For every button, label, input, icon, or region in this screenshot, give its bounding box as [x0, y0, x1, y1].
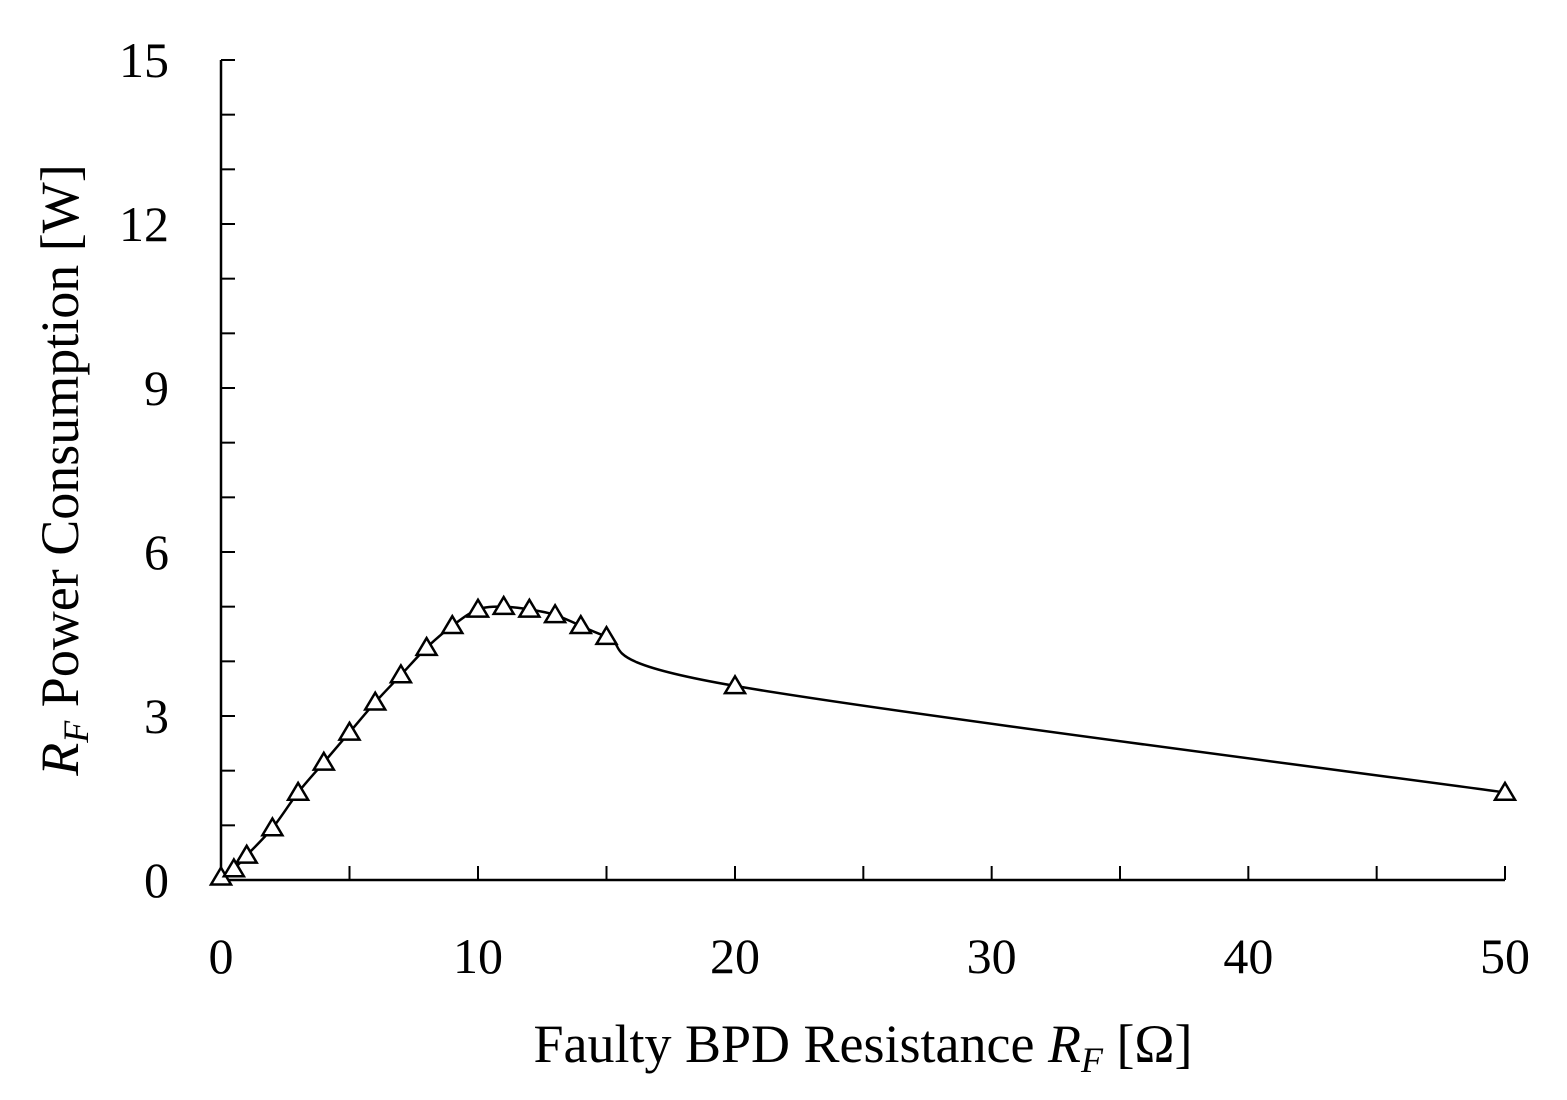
data-point-marker — [722, 673, 748, 695]
x-tick-label: 50 — [1480, 928, 1530, 984]
data-point-marker — [234, 843, 259, 864]
y-axis-title: RF Power Consumption [W] — [30, 164, 96, 776]
x-tick-label: 20 — [710, 928, 760, 984]
data-point-marker — [568, 613, 593, 635]
y-tick-label: 0 — [144, 852, 169, 908]
data-point-marker — [465, 597, 491, 618]
data-point-marker — [285, 780, 311, 801]
data-point-marker — [491, 594, 516, 616]
x-tick-label: 0 — [209, 928, 234, 984]
data-point-marker — [388, 662, 414, 684]
x-tick-label: 10 — [453, 928, 503, 984]
y-tick-label: 9 — [144, 360, 169, 416]
x-axis-title: Faulty BPD Resistance RF [Ω] — [533, 1014, 1192, 1080]
data-point-marker — [337, 720, 362, 741]
series-line — [220, 605, 1506, 879]
data-point-marker — [594, 624, 619, 646]
plot-area: 0 3 6 9 12 15 0 10 20 30 40 50 — [119, 32, 1530, 984]
data-point-marker — [1492, 780, 1518, 801]
data-point-marker — [311, 750, 336, 771]
data-point-marker — [221, 857, 247, 878]
series-markers — [208, 594, 1518, 886]
y-tick-label: 6 — [144, 524, 169, 580]
data-point-marker — [517, 597, 542, 618]
data-point-marker — [363, 690, 388, 711]
y-ticks: 0 3 6 9 12 15 — [119, 32, 235, 908]
y-tick-label: 3 — [144, 688, 169, 744]
data-point-marker — [440, 613, 465, 635]
x-tick-label: 40 — [1223, 928, 1273, 984]
y-tick-label: 12 — [119, 196, 169, 252]
x-ticks: 0 10 20 30 40 50 — [209, 866, 1530, 984]
data-point-marker — [260, 816, 285, 837]
data-point-marker — [542, 602, 568, 624]
data-point-marker — [414, 635, 439, 657]
y-tick-label: 15 — [119, 32, 169, 88]
x-tick-label: 30 — [967, 928, 1017, 984]
